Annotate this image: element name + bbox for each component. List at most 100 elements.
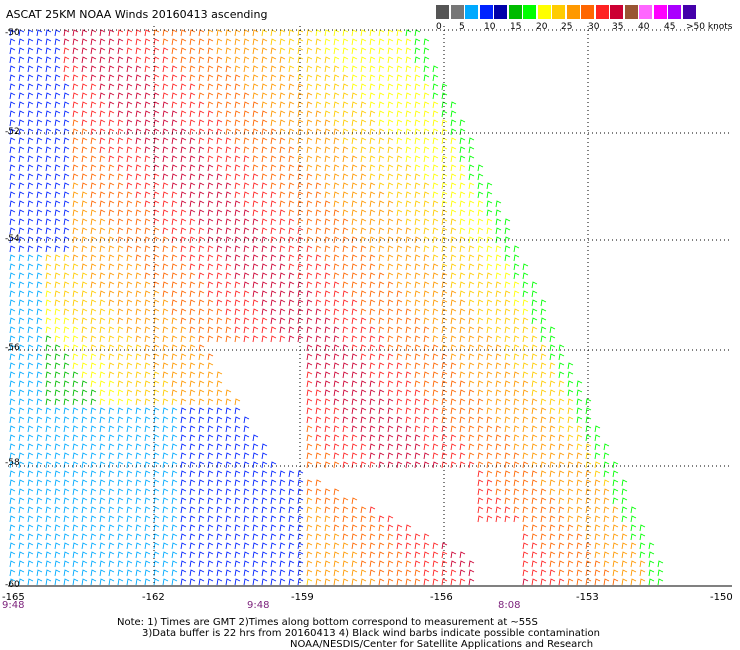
wind-barb xyxy=(81,209,88,217)
wind-barb xyxy=(27,380,34,388)
wind-barb xyxy=(207,452,214,460)
wind-barb xyxy=(153,317,160,325)
wind-barb xyxy=(369,74,376,82)
wind-barb xyxy=(333,290,340,298)
wind-barb xyxy=(360,326,367,334)
wind-barb xyxy=(486,317,493,325)
wind-barb xyxy=(243,497,250,505)
wind-barb xyxy=(351,119,358,127)
wind-barb xyxy=(459,146,466,154)
wind-barb xyxy=(261,173,268,181)
wind-barb xyxy=(162,83,169,91)
wind-barb xyxy=(207,146,214,154)
wind-barb xyxy=(315,218,322,226)
wind-barb xyxy=(234,65,241,73)
wind-barb xyxy=(162,245,169,253)
wind-barb xyxy=(216,254,223,262)
wind-barb xyxy=(81,47,88,55)
wind-barb xyxy=(189,533,196,541)
wind-barb xyxy=(72,461,79,469)
wind-barb xyxy=(153,290,160,298)
wind-barb xyxy=(333,533,340,541)
wind-barb xyxy=(441,389,448,397)
wind-barb xyxy=(432,83,439,91)
wind-barb xyxy=(423,227,430,235)
wind-barb xyxy=(270,461,277,469)
wind-barb xyxy=(135,182,142,190)
wind-barb xyxy=(369,443,376,451)
wind-barb xyxy=(324,560,331,568)
wind-barb xyxy=(198,56,205,64)
wind-barb xyxy=(414,101,421,109)
wind-barb xyxy=(81,560,88,568)
wind-barb xyxy=(423,191,430,199)
wind-barb xyxy=(9,182,16,190)
wind-barb xyxy=(576,398,583,406)
wind-barb xyxy=(234,542,241,550)
wind-barb xyxy=(126,533,133,541)
wind-barb xyxy=(135,29,142,37)
wind-barb xyxy=(216,218,223,226)
wind-barb xyxy=(144,101,151,109)
wind-barb xyxy=(351,434,358,442)
wind-barb xyxy=(297,209,304,217)
wind-barb xyxy=(567,569,574,577)
wind-barb xyxy=(333,443,340,451)
wind-barb xyxy=(288,29,295,37)
wind-barb xyxy=(225,560,232,568)
wind-barb xyxy=(468,299,475,307)
wind-barb xyxy=(333,335,340,343)
wind-barb xyxy=(54,389,61,397)
wind-barb xyxy=(270,317,277,325)
wind-barb xyxy=(9,173,16,181)
wind-barb xyxy=(261,542,268,550)
wind-barb xyxy=(486,407,493,415)
wind-barb xyxy=(297,236,304,244)
wind-barb xyxy=(522,461,529,469)
wind-barb xyxy=(585,542,592,550)
wind-barb xyxy=(162,290,169,298)
wind-barb xyxy=(504,506,511,514)
wind-barb xyxy=(288,515,295,523)
wind-barb xyxy=(90,65,97,73)
wind-barb xyxy=(90,200,97,208)
wind-barb xyxy=(405,137,412,145)
wind-barb xyxy=(315,425,322,433)
wind-barb xyxy=(108,443,115,451)
wind-barb xyxy=(342,227,349,235)
wind-barb xyxy=(342,182,349,190)
wind-barb xyxy=(108,245,115,253)
wind-barb xyxy=(261,110,268,118)
wind-barb xyxy=(36,29,43,37)
wind-barb xyxy=(108,38,115,46)
wind-barb xyxy=(333,326,340,334)
wind-barb xyxy=(423,272,430,280)
wind-barb xyxy=(648,578,655,586)
wind-barb xyxy=(9,398,16,406)
wind-barb xyxy=(504,254,511,262)
wind-barb xyxy=(351,110,358,118)
wind-barb xyxy=(180,191,187,199)
wind-barb xyxy=(360,83,367,91)
wind-barb xyxy=(297,74,304,82)
wind-barb xyxy=(81,551,88,559)
legend-tick: 5 xyxy=(459,22,465,32)
wind-barb xyxy=(414,371,421,379)
wind-barb xyxy=(405,335,412,343)
wind-barb xyxy=(153,515,160,523)
wind-barb xyxy=(216,470,223,478)
wind-barb xyxy=(144,461,151,469)
wind-barb xyxy=(351,218,358,226)
wind-barb xyxy=(45,218,52,226)
wind-barb xyxy=(108,416,115,424)
wind-barb xyxy=(225,578,232,586)
wind-barb xyxy=(378,398,385,406)
wind-barb xyxy=(144,290,151,298)
wind-barb xyxy=(198,479,205,487)
wind-barb xyxy=(171,551,178,559)
wind-barb xyxy=(243,137,250,145)
wind-barb xyxy=(549,569,556,577)
wind-barb xyxy=(108,569,115,577)
wind-barb xyxy=(540,560,547,568)
wind-barb xyxy=(558,452,565,460)
